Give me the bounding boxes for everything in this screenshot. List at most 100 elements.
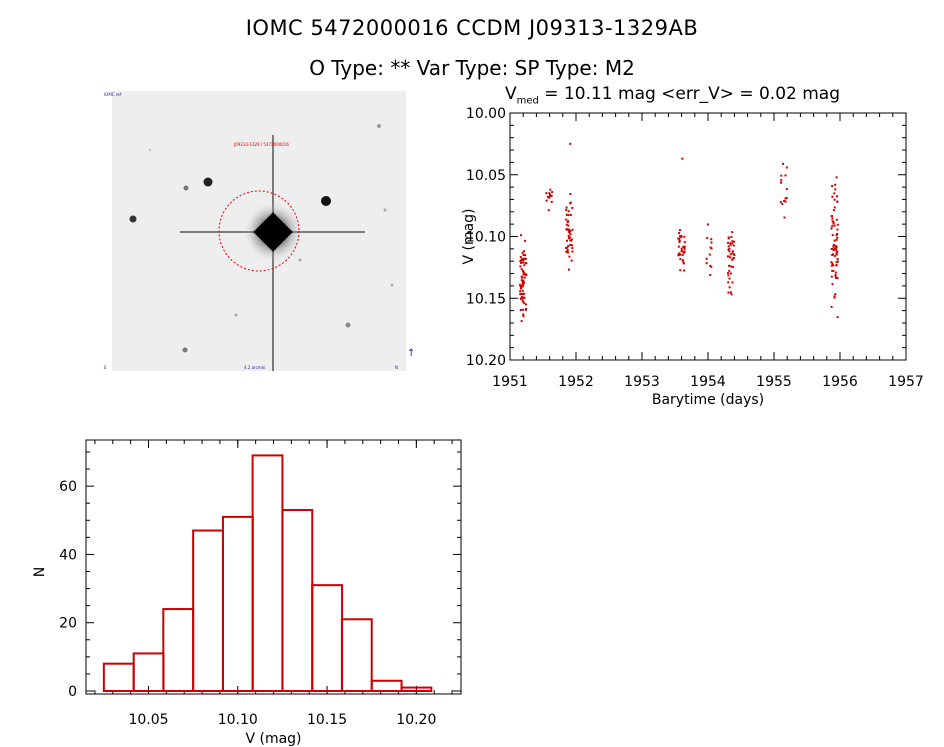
lc-data-point	[571, 247, 574, 250]
sky-image-stars	[129, 124, 394, 353]
lc-data-point	[835, 176, 838, 179]
lc-data-point	[836, 200, 839, 203]
lc-data-point	[519, 297, 522, 300]
lc-data-point	[730, 265, 733, 268]
lc-data-point	[681, 259, 684, 262]
lc-data-point	[782, 162, 785, 165]
lc-data-point	[566, 221, 569, 224]
lc-data-point	[522, 313, 525, 316]
lc-data-point	[730, 293, 733, 296]
lc-data-point	[679, 253, 682, 256]
lc-data-point	[521, 285, 524, 288]
lc-data-point	[570, 244, 573, 247]
lc-ytick-label: 10.05	[466, 168, 506, 184]
lc-data-point	[708, 253, 711, 256]
lc-data-point	[566, 246, 569, 249]
lc-data-point	[569, 192, 572, 195]
lc-data-point	[569, 233, 572, 236]
lc-data-point	[548, 196, 551, 199]
lc-data-point	[710, 247, 713, 250]
lc-data-point	[835, 245, 838, 248]
lc-data-point	[570, 239, 573, 242]
histogram-bar	[251, 454, 284, 692]
lc-data-point	[784, 174, 787, 177]
lc-data-point	[830, 227, 833, 230]
lc-x-axis-label: Barytime (days)	[652, 392, 764, 408]
lc-data-point	[521, 276, 524, 279]
lc-data-point	[836, 236, 839, 239]
lc-data-point	[570, 259, 573, 262]
lc-data-point	[732, 244, 735, 247]
lc-data-point	[728, 269, 731, 272]
lc-data-point	[678, 241, 681, 244]
lc-data-point	[522, 258, 525, 261]
lc-data-point	[727, 281, 730, 284]
lc-data-point	[727, 272, 730, 275]
lc-data-point	[520, 279, 523, 282]
histogram-bar	[340, 618, 373, 692]
lc-data-point	[520, 295, 523, 298]
lc-data-point	[520, 234, 523, 237]
lc-data-point	[568, 228, 571, 231]
lc-data-point	[521, 283, 524, 286]
lc-data-point	[733, 240, 736, 243]
histogram-bar	[370, 679, 403, 692]
lc-data-point	[677, 245, 680, 248]
lc-data-point	[565, 223, 568, 226]
histogram-bar	[311, 584, 344, 693]
histogram-bar	[221, 515, 254, 692]
lc-data-point	[830, 275, 833, 278]
lc-data-point	[521, 251, 524, 254]
lc-data-point	[680, 247, 683, 250]
lc-data-point	[571, 206, 574, 209]
lc-data-point	[522, 282, 525, 285]
lightcurve-title-rest: = 10.11 mag <err_V> = 0.02 mag	[538, 84, 841, 104]
lc-data-point	[710, 238, 713, 241]
lc-data-point	[569, 236, 572, 239]
lc-data-point	[522, 280, 525, 283]
lc-data-point	[549, 188, 552, 191]
lc-data-point	[570, 238, 573, 241]
lc-data-point	[523, 264, 526, 267]
lc-data-point	[523, 250, 526, 253]
lc-data-point	[545, 199, 548, 202]
lc-data-point	[832, 264, 835, 267]
image-scale-label: 4.2 arcmin	[244, 365, 266, 370]
lc-data-point	[520, 268, 523, 271]
lc-ytick-label: 10.00	[466, 106, 506, 122]
lc-data-point	[524, 262, 527, 265]
lc-data-point	[836, 277, 839, 280]
lc-data-point	[729, 272, 732, 275]
lc-data-point	[835, 238, 838, 241]
lc-data-point	[706, 237, 709, 240]
lc-data-point	[832, 222, 835, 225]
lc-data-point	[565, 213, 568, 216]
lc-data-point	[548, 193, 551, 196]
lc-data-point	[832, 269, 835, 272]
lc-data-point	[545, 192, 548, 195]
hist-ytick-label: 20	[59, 616, 77, 632]
lc-data-point	[836, 260, 839, 263]
lc-data-point	[524, 257, 527, 260]
lc-data-point	[683, 235, 686, 238]
lc-data-point	[728, 250, 731, 253]
lc-data-point	[519, 293, 522, 296]
lc-data-point	[522, 261, 525, 264]
image-tag-arrow: ↑	[407, 348, 415, 359]
lc-data-point	[549, 195, 552, 198]
hist-xtick-label: 10.10	[218, 712, 258, 728]
target-star	[180, 135, 365, 371]
lc-data-point	[784, 197, 787, 200]
lc-data-point	[731, 258, 734, 261]
lc-data-point	[520, 258, 523, 261]
lc-data-point	[834, 183, 837, 186]
lc-data-point	[727, 245, 730, 248]
lc-data-point	[835, 218, 838, 221]
lc-data-point	[524, 254, 527, 257]
lc-data-point	[521, 293, 524, 296]
lc-data-point	[565, 218, 568, 221]
lc-data-point	[568, 255, 571, 258]
lc-data-point	[785, 188, 788, 191]
image-red-label: J09313-1329 / 5472000016	[233, 142, 289, 147]
lc-xtick-label: 1956	[822, 374, 858, 390]
